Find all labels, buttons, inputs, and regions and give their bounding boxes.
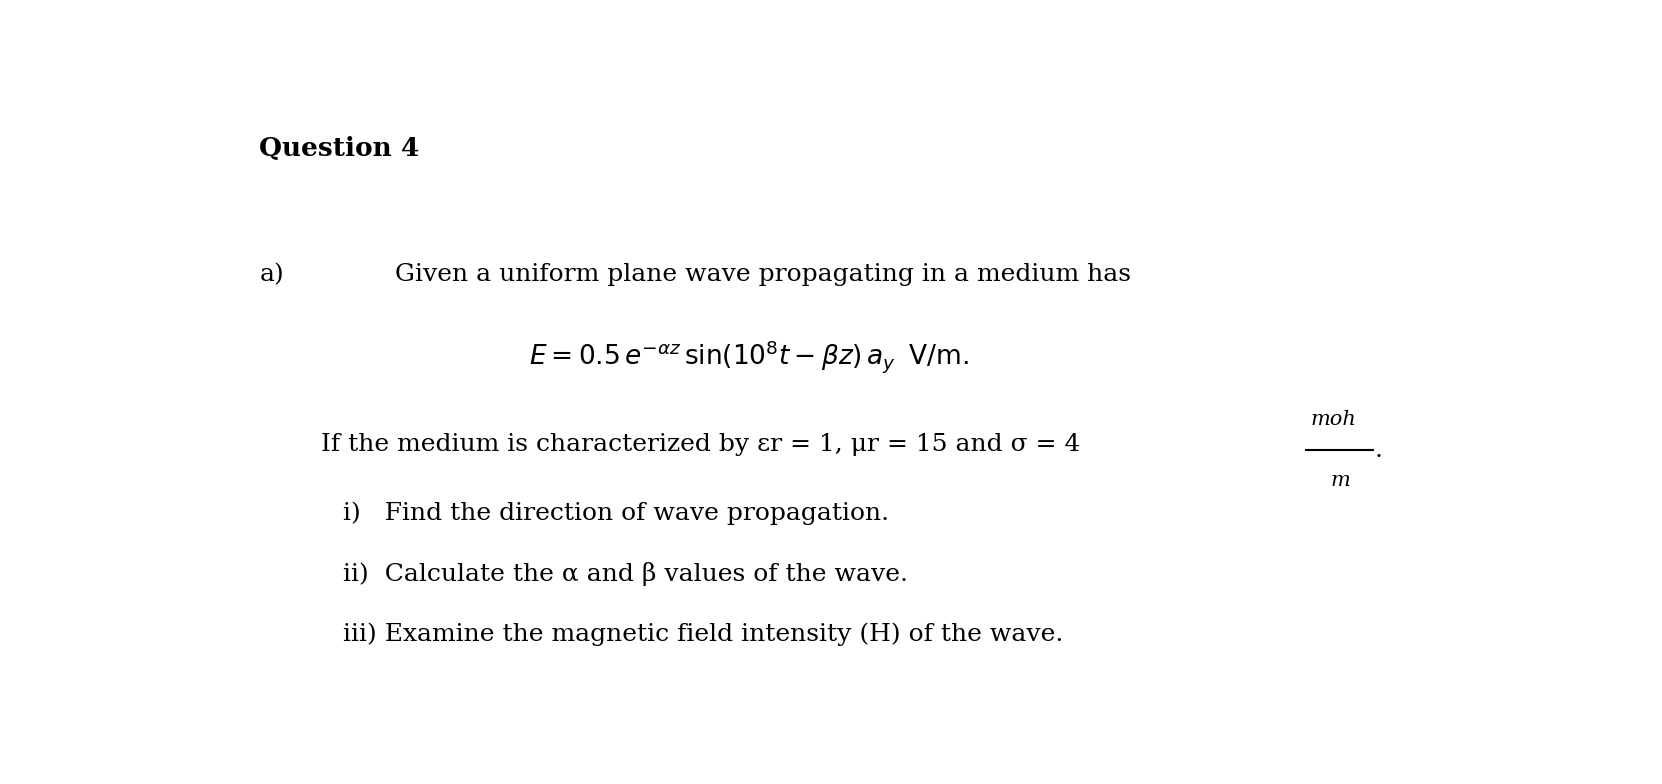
Text: moh: moh (1310, 410, 1356, 429)
Text: i)   Find the direction of wave propagation.: i) Find the direction of wave propagatio… (342, 502, 889, 525)
Text: m: m (1331, 471, 1351, 490)
Text: If the medium is characterized by εr = 1, μr = 15 and σ = 4: If the medium is characterized by εr = 1… (321, 433, 1080, 456)
Text: Given a uniform plane wave propagating in a medium has: Given a uniform plane wave propagating i… (394, 263, 1130, 286)
Text: Question 4: Question 4 (259, 136, 419, 162)
Text: $\mathit{E} = 0.5\, \mathit{e}^{-\mathit{\alpha z}}\, \sin(10^8\mathit{t} - \mat: $\mathit{E} = 0.5\, \mathit{e}^{-\mathit… (529, 338, 969, 375)
Text: a): a) (259, 263, 284, 286)
Text: ii)  Calculate the α and β values of the wave.: ii) Calculate the α and β values of the … (342, 562, 907, 586)
Text: .: . (1374, 439, 1383, 462)
Text: iii) Examine the magnetic field intensity (H) of the wave.: iii) Examine the magnetic field intensit… (342, 622, 1064, 646)
